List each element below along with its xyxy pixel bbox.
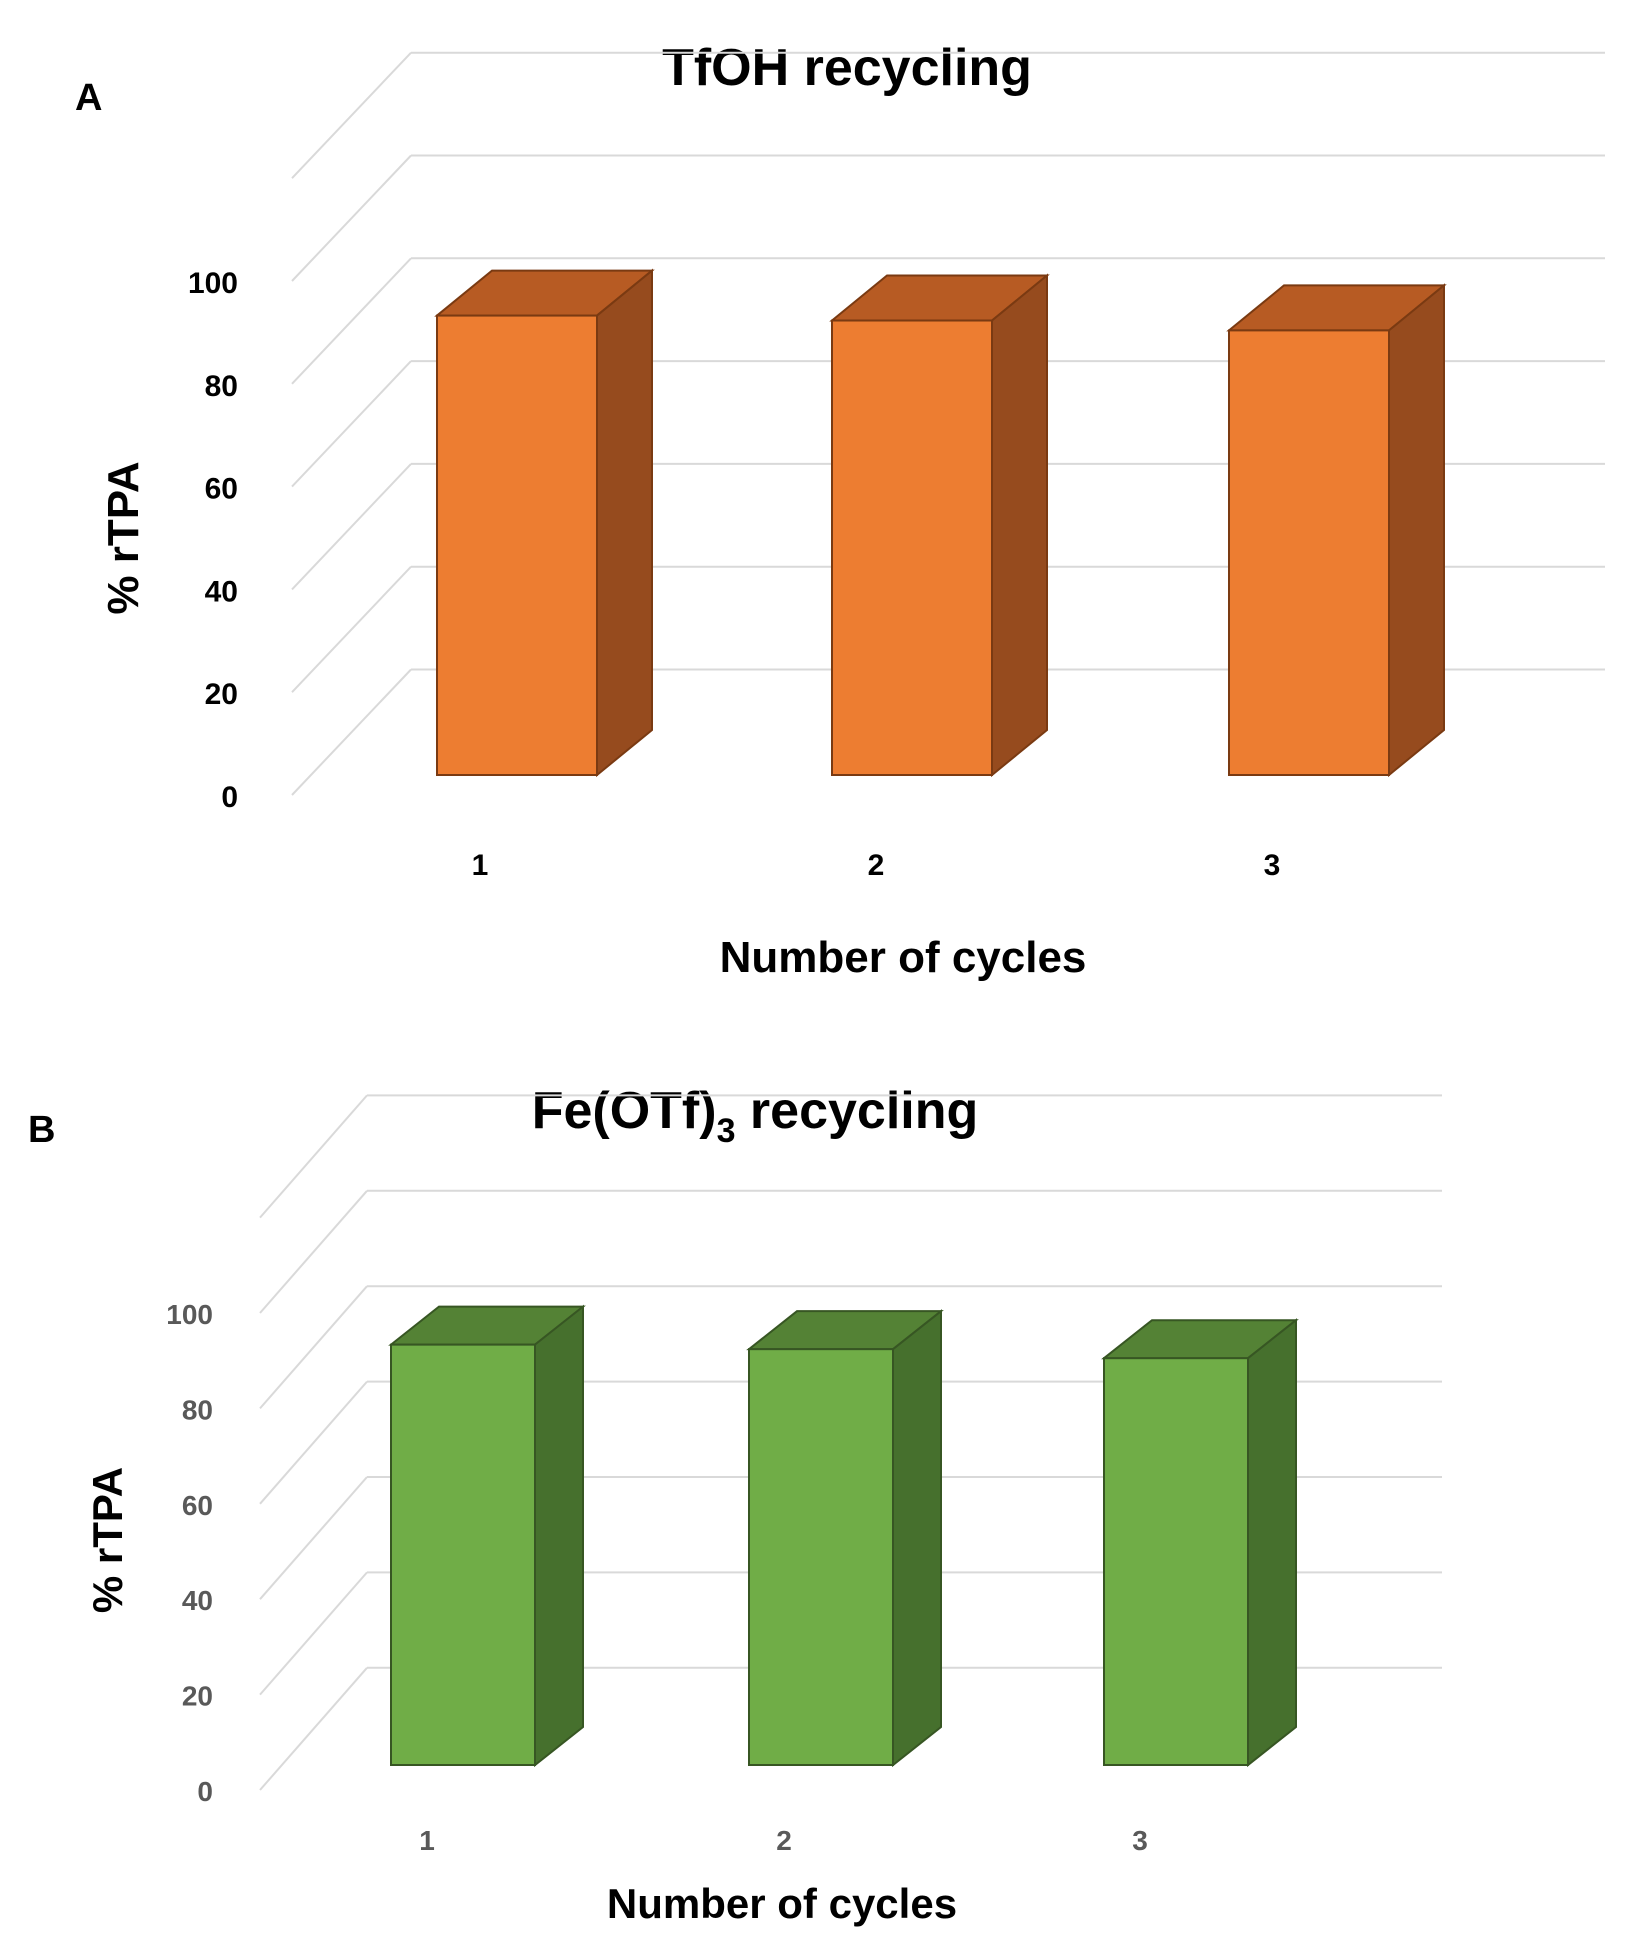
- y-tick-label: 60: [205, 473, 238, 506]
- bar-front: [748, 1348, 894, 1767]
- x-tick-labels-a: 1 2 3: [472, 849, 1281, 882]
- panel-label-b: B: [28, 1109, 55, 1151]
- bar-front: [1228, 329, 1390, 776]
- bar-side: [534, 1304, 584, 1768]
- bar: [434, 268, 655, 778]
- y-tick-label: 100: [166, 1299, 213, 1330]
- y-tick-labels-a: 0 20 40 60 80 100: [188, 267, 238, 814]
- x-tick-label: 2: [868, 849, 885, 882]
- gridline: [291, 154, 1605, 282]
- x-tick-label: 1: [419, 1825, 435, 1856]
- chart-title-a: TfOH recycling: [662, 39, 1032, 97]
- y-tick-label: 60: [182, 1490, 213, 1521]
- y-tick-label: 40: [205, 575, 238, 608]
- bar-front: [390, 1343, 536, 1766]
- bar-front: [1103, 1357, 1249, 1766]
- bar-front: [436, 314, 598, 776]
- x-tick-label: 3: [1264, 849, 1281, 882]
- x-tick-label: 3: [1132, 1825, 1148, 1856]
- gridline: [259, 1094, 1442, 1219]
- gridline: [259, 1285, 1442, 1410]
- chart-title-b-main: Fe(OTf): [532, 1082, 717, 1140]
- bar: [1226, 283, 1447, 778]
- y-tick-labels-b: 0 20 40 60 80 100: [166, 1299, 213, 1807]
- bar: [746, 1309, 944, 1768]
- chart-title-b-subscript: 3: [717, 1112, 736, 1150]
- bar-side: [1247, 1318, 1297, 1768]
- bar-side: [1388, 283, 1445, 778]
- y-tick-label: 100: [188, 267, 238, 300]
- x-axis-title-a: Number of cycles: [720, 933, 1087, 982]
- x-tick-labels-b: 1 2 3: [419, 1825, 1148, 1856]
- gridline: [291, 51, 1605, 179]
- chart-title-b-rest: recycling: [735, 1082, 978, 1140]
- y-tick-label: 0: [197, 1776, 213, 1807]
- y-tick-label: 80: [182, 1394, 213, 1425]
- gridline: [259, 1189, 1442, 1314]
- x-tick-label: 1: [472, 849, 489, 882]
- y-axis-title-b: % rTPA: [84, 1467, 131, 1613]
- bars-b: [388, 1304, 1299, 1768]
- x-axis-title-b: Number of cycles: [607, 1880, 957, 1927]
- chart-title-b: Fe(OTf)3 recycling: [532, 1082, 979, 1150]
- bar-side: [596, 268, 653, 778]
- y-axis-title-a: % rTPA: [99, 461, 148, 614]
- y-tick-label: 80: [205, 370, 238, 403]
- panel-label-a: A: [75, 77, 102, 119]
- y-tick-label: 0: [221, 781, 238, 814]
- bar: [829, 273, 1050, 778]
- gridline: [291, 257, 1605, 385]
- bar-side: [991, 273, 1048, 778]
- y-tick-label: 20: [182, 1681, 213, 1712]
- bar-front: [831, 319, 993, 776]
- y-tick-label: 40: [182, 1585, 213, 1616]
- y-tick-label: 20: [205, 678, 238, 711]
- chart-a: A TfOH recycling 0 20 40 60 80 100 1 2 3 % rTPA…: [75, 39, 1605, 982]
- bars-a: [434, 268, 1447, 778]
- x-tick-label: 2: [776, 1825, 792, 1856]
- bar: [388, 1304, 586, 1768]
- bar-side: [892, 1309, 942, 1768]
- bar: [1101, 1318, 1299, 1768]
